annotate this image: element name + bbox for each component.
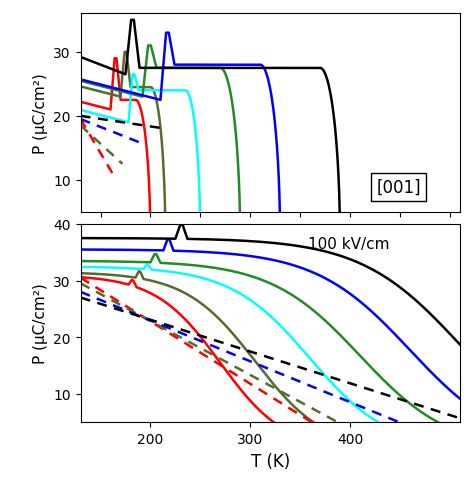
X-axis label: T (K): T (K) xyxy=(251,452,290,469)
Y-axis label: P (μC/cm²): P (μC/cm²) xyxy=(33,283,48,364)
Text: [001]: [001] xyxy=(376,179,421,197)
Y-axis label: P (μC/cm²): P (μC/cm²) xyxy=(33,73,48,154)
Text: 100 kV/cm: 100 kV/cm xyxy=(308,236,390,251)
